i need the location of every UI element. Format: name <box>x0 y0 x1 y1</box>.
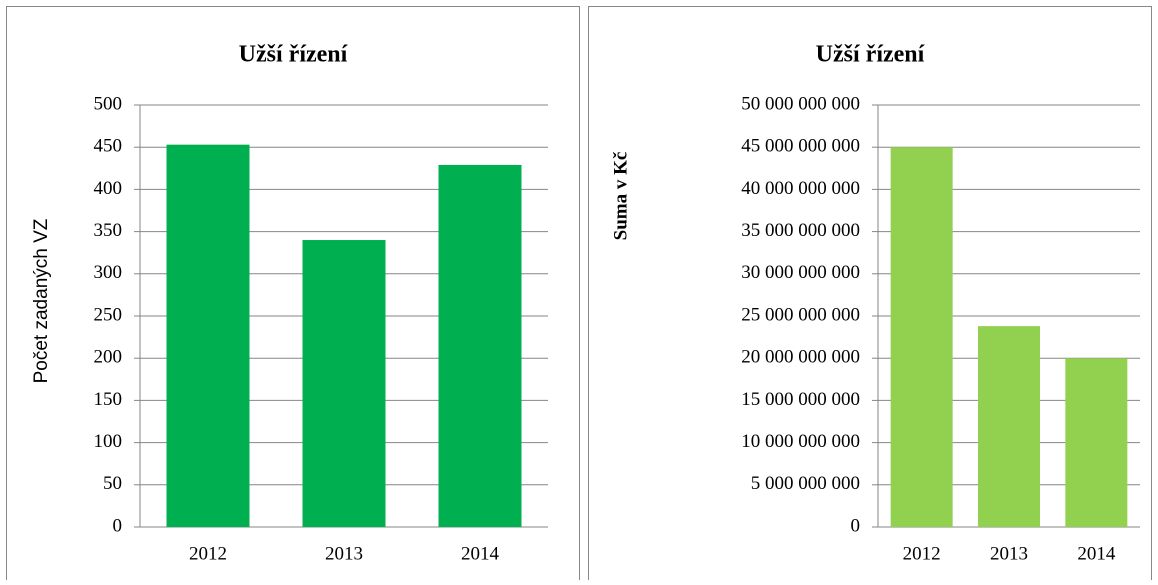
bar <box>438 164 522 527</box>
bar <box>302 240 386 528</box>
bar <box>977 326 1041 527</box>
x-tick-label: 2013 <box>325 543 363 564</box>
x-tick-label: 2012 <box>903 543 941 564</box>
y-tick-label: 25 000 000 000 <box>741 304 860 325</box>
y-tick-label: 500 <box>94 93 123 114</box>
y-axis-label: Počet zadaných VZ <box>31 218 52 383</box>
y-tick-label: 350 <box>94 220 123 241</box>
y-tick-label: 200 <box>94 347 123 368</box>
y-tick-label: 100 <box>94 431 123 452</box>
y-tick-label: 35 000 000 000 <box>741 220 860 241</box>
y-tick-label: 10 000 000 000 <box>741 431 860 452</box>
y-tick-label: 50 <box>103 473 122 494</box>
y-tick-label: 400 <box>94 178 123 199</box>
x-tick-label: 2014 <box>1077 543 1116 564</box>
y-tick-label: 50 000 000 000 <box>741 93 860 114</box>
chart-frame <box>588 6 1152 585</box>
y-tick-label: 20 000 000 000 <box>741 347 860 368</box>
y-axis-label: Suma v Kč <box>610 152 631 241</box>
x-tick-label: 2014 <box>461 543 500 564</box>
y-tick-label: 5 000 000 000 <box>751 473 860 494</box>
y-tick-label: 250 <box>94 304 123 325</box>
y-tick-label: 150 <box>94 389 123 410</box>
y-tick-label: 40 000 000 000 <box>741 178 860 199</box>
y-tick-label: 30 000 000 000 <box>741 262 860 283</box>
x-tick-label: 2013 <box>990 543 1028 564</box>
bar <box>166 144 250 527</box>
y-tick-label: 450 <box>94 136 123 157</box>
chart-title: Užší řízení <box>239 42 348 68</box>
bar <box>1065 358 1128 527</box>
y-tick-label: 15 000 000 000 <box>741 389 860 410</box>
x-tick-label: 2012 <box>189 543 227 564</box>
chart-title: Užší řízení <box>816 42 925 68</box>
y-tick-label: 300 <box>94 262 123 283</box>
bar <box>890 147 953 527</box>
y-tick-label: 45 000 000 000 <box>741 136 860 157</box>
y-tick-label: 0 <box>851 515 861 536</box>
y-tick-label: 0 <box>113 515 123 536</box>
